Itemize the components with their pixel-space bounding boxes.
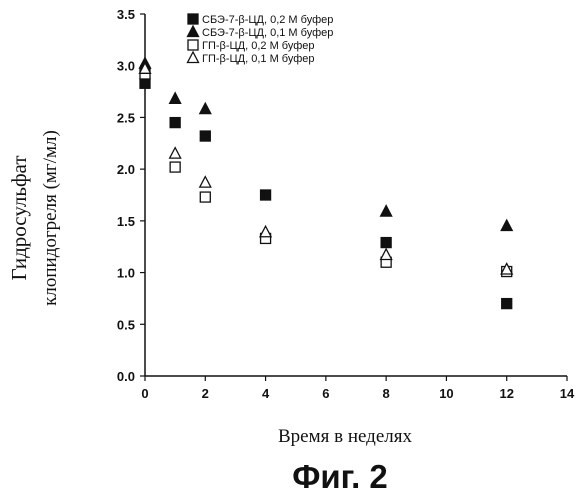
y-tick-label: 2.5	[117, 110, 135, 125]
data-point	[501, 220, 512, 231]
x-axis-title: Время в неделях	[278, 426, 413, 447]
data-point	[170, 162, 180, 172]
x-tick-label: 14	[560, 386, 575, 401]
legend-marker	[188, 14, 198, 24]
x-tick-label: 10	[439, 386, 453, 401]
series-3	[140, 69, 512, 277]
data-points	[140, 58, 513, 309]
series-2	[140, 58, 513, 231]
data-point	[170, 118, 180, 128]
x-tick-label: 6	[322, 386, 329, 401]
data-point	[200, 192, 210, 202]
y-tick-label: 1.5	[117, 214, 135, 229]
data-point	[261, 190, 271, 200]
y-tick-label: 1.0	[117, 266, 135, 281]
legend-label: ГП-β-ЦД, 0,2 М буфер	[202, 40, 315, 52]
x-tick-label: 2	[202, 386, 209, 401]
data-point	[170, 148, 181, 159]
data-point	[200, 103, 211, 114]
data-point	[140, 78, 150, 88]
data-point	[502, 299, 512, 309]
legend-label: СБЭ-7-β-ЦД, 0,1 М буфер	[202, 27, 333, 39]
x-tick-label: 12	[499, 386, 513, 401]
series-4	[140, 63, 513, 274]
data-point	[260, 226, 271, 237]
x-tick-label: 4	[262, 386, 270, 401]
legend-marker	[188, 40, 198, 50]
data-point	[381, 238, 391, 248]
data-point	[381, 206, 392, 217]
legend: СБЭ-7-β-ЦД, 0,2 М буферСБЭ-7-β-ЦД, 0,1 М…	[187, 10, 355, 70]
y-tick-label: 0.0	[117, 369, 135, 384]
y-tick-label: 2.0	[117, 162, 135, 177]
x-tick-label: 0	[141, 386, 148, 401]
y-tick-label: 3.0	[117, 59, 135, 74]
x-tick-label: 8	[383, 386, 390, 401]
series-1	[140, 78, 512, 308]
y-axis-title-line2: клопидогреля (мг/мл)	[40, 130, 61, 306]
y-axis-title-line1: Гидросульфат	[7, 155, 31, 280]
y-tick-label: 3.5	[117, 7, 135, 22]
figure-caption: Фиг. 2	[292, 458, 388, 495]
legend-label: СБЭ-7-β-ЦД, 0,2 М буфер	[202, 14, 333, 26]
data-point	[381, 249, 392, 260]
data-point	[200, 177, 211, 188]
data-point	[170, 93, 181, 104]
legend-label: ГП-β-ЦД, 0,1 М буфер	[202, 53, 315, 65]
y-tick-label: 0.5	[117, 317, 135, 332]
data-point	[200, 131, 210, 141]
